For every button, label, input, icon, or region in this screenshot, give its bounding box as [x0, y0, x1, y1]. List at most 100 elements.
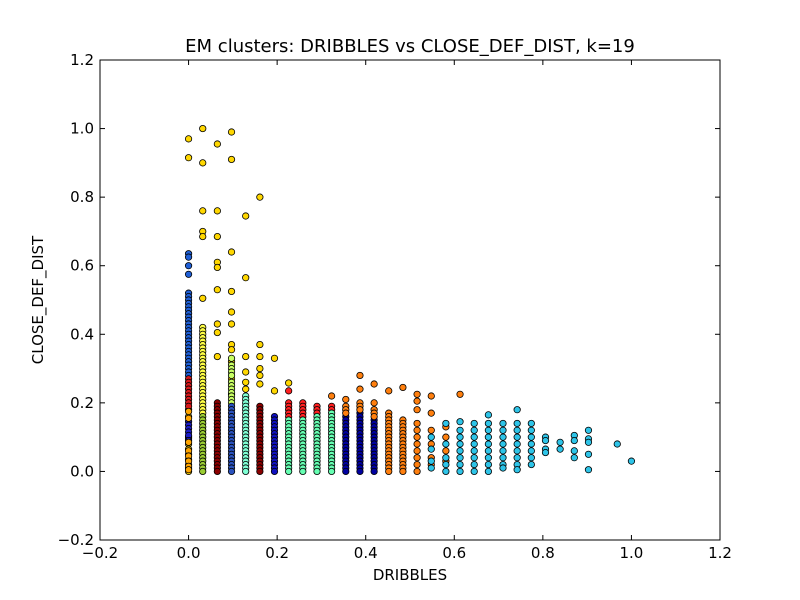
data-point [256, 340, 264, 349]
data-point [242, 212, 250, 220]
data-point [527, 460, 535, 469]
data-point [470, 419, 478, 428]
data-point [270, 467, 279, 476]
data-point [570, 447, 578, 455]
data-point [356, 406, 364, 414]
data-point [313, 467, 321, 476]
data-point [213, 286, 221, 294]
data-point [527, 447, 535, 455]
data-point [370, 399, 378, 407]
data-point [227, 346, 236, 354]
data-point [527, 454, 535, 462]
data-point [484, 419, 492, 428]
data-point [456, 433, 464, 441]
data-point [227, 308, 236, 316]
data-point [442, 419, 450, 428]
data-point [470, 433, 478, 441]
data-point [370, 412, 378, 421]
data-point [499, 426, 507, 434]
data-point [256, 352, 264, 361]
data-point [456, 454, 464, 462]
data-point [470, 467, 478, 476]
data-point [356, 385, 364, 393]
x-tick-label: 1.0 [619, 544, 643, 562]
data-point [227, 467, 236, 476]
data-point [213, 140, 221, 148]
data-point [399, 467, 407, 476]
data-point [184, 407, 193, 416]
data-point [570, 454, 578, 462]
data-point [413, 390, 421, 398]
y-tick-label: 0.6 [70, 257, 94, 275]
y-tick-label: 1.0 [70, 120, 94, 138]
data-point [199, 124, 207, 133]
data-point [413, 397, 421, 405]
data-point [370, 380, 378, 388]
data-point [627, 457, 636, 465]
data-point [513, 440, 521, 448]
data-point [242, 467, 250, 476]
data-point [470, 440, 478, 448]
data-point [427, 445, 435, 453]
data-point [513, 447, 521, 455]
data-point [456, 418, 464, 426]
data-point [584, 466, 593, 474]
data-point [227, 248, 236, 256]
y-axis-label: CLOSE_DEF_DIST [29, 235, 48, 364]
data-point [342, 395, 350, 404]
data-point [584, 438, 593, 446]
data-point [227, 320, 236, 328]
data-point [413, 433, 421, 441]
data-point [484, 460, 492, 469]
data-point [427, 426, 435, 434]
data-point [527, 440, 535, 448]
data-point [256, 364, 264, 373]
data-point [213, 263, 221, 272]
x-tick-label: 1.2 [708, 544, 732, 562]
data-point [541, 448, 550, 457]
data-point [213, 320, 221, 328]
data-point [227, 155, 236, 164]
data-point [413, 454, 421, 462]
data-point [427, 433, 435, 441]
data-point [442, 467, 450, 476]
data-point [227, 371, 236, 380]
data-point [199, 159, 207, 167]
data-point [456, 440, 464, 448]
data-point [584, 426, 593, 434]
data-point [199, 467, 207, 476]
x-tick-label: 0.4 [354, 544, 378, 562]
data-point [484, 447, 492, 455]
data-point [328, 392, 336, 400]
data-point [184, 154, 193, 162]
data-point [427, 392, 435, 400]
data-point [456, 426, 464, 434]
y-tick-label: 1.2 [70, 51, 94, 69]
data-point [213, 352, 221, 361]
x-tick-label: 0.6 [442, 544, 466, 562]
data-point [413, 447, 421, 455]
data-point [213, 232, 221, 241]
data-point [270, 354, 279, 362]
data-point [213, 328, 221, 337]
data-point [242, 385, 250, 393]
data-point [413, 467, 421, 476]
data-point [456, 460, 464, 469]
data-point [484, 440, 492, 448]
data-point [499, 464, 507, 472]
data-point [527, 433, 535, 441]
data-point [427, 457, 435, 465]
x-tick-label: 0.8 [531, 544, 555, 562]
data-point [470, 460, 478, 469]
y-tick-label: 0.8 [70, 188, 94, 206]
data-point [613, 440, 621, 448]
data-point [513, 419, 521, 428]
data-point [184, 414, 193, 422]
data-point [184, 253, 193, 261]
data-point [499, 433, 507, 441]
y-tick-label: 0.2 [70, 394, 94, 412]
x-tick-label: 0.2 [265, 544, 289, 562]
data-point [513, 466, 521, 474]
data-point [199, 232, 207, 241]
